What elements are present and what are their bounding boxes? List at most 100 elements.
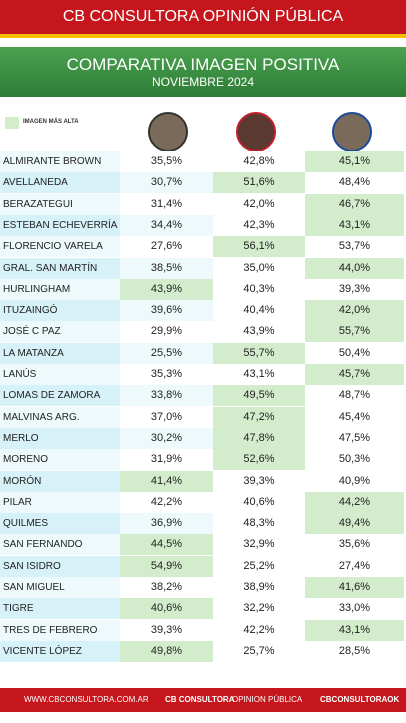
row-value: 40,4% <box>213 300 305 322</box>
row-name: AVELLANEDA <box>0 172 120 194</box>
row-value: 47,2% <box>213 406 305 428</box>
row-value: 42,8% <box>213 151 305 172</box>
row-value: 50,3% <box>305 449 404 471</box>
row-value: 32,2% <box>213 598 305 620</box>
row-value: 49,8% <box>120 640 213 662</box>
row-value: 39,3% <box>305 278 404 300</box>
row-value: 48,7% <box>305 385 404 407</box>
row-value: 44,5% <box>120 534 213 556</box>
row-name: ESTEBAN ECHEVERRÍA <box>0 214 120 236</box>
footer-brand: CB CONSULTORA <box>165 695 235 704</box>
row-name: LANÚS <box>0 364 120 385</box>
row-value: 42,0% <box>213 193 305 215</box>
row-name: ITUZAINGÓ <box>0 300 120 322</box>
row-value: 33,0% <box>305 598 404 620</box>
row-value: 30,7% <box>120 172 213 194</box>
row-value: 36,9% <box>120 513 213 535</box>
row-name: SAN ISIDRO <box>0 555 120 577</box>
header-title: CB CONSULTORA OPINIÓN PÚBLICA <box>62 8 344 25</box>
banner: COMPARATIVA IMAGEN POSITIVA NOVIEMBRE 20… <box>0 47 406 97</box>
row-value: 49,4% <box>305 513 404 535</box>
row-value: 34,4% <box>120 214 213 236</box>
row-name: FLORENCIO VARELA <box>0 236 120 258</box>
row-value: 40,3% <box>213 278 305 300</box>
row-value: 43,9% <box>120 278 213 300</box>
row-value: 38,9% <box>213 577 305 598</box>
row-value: 29,9% <box>120 321 213 343</box>
row-value: 48,3% <box>213 513 305 535</box>
row-value: 43,1% <box>213 364 305 385</box>
row-value: 35,6% <box>305 534 404 556</box>
row-value: 25,5% <box>120 342 213 364</box>
row-value: 43,1% <box>305 214 404 236</box>
row-value: 25,7% <box>213 640 305 662</box>
row-name: MALVINAS ARG. <box>0 406 120 428</box>
row-value: 37,0% <box>120 406 213 428</box>
row-value: 52,6% <box>213 449 305 471</box>
row-value: 41,6% <box>305 577 404 598</box>
legend-swatch <box>5 117 19 129</box>
row-name: MORENO <box>0 449 120 471</box>
row-value: 30,2% <box>120 427 213 449</box>
row-name: MERLO <box>0 427 120 449</box>
row-name: PILAR <box>0 491 120 513</box>
row-value: 35,5% <box>120 151 213 172</box>
row-value: 40,6% <box>213 491 305 513</box>
row-name: ALMIRANTE BROWN <box>0 151 120 172</box>
footer: WWW.CBCONSULTORA.COM.AR CB CONSULTORA OP… <box>0 688 406 712</box>
row-value: 42,2% <box>120 491 213 513</box>
legend-label: IMAGEN MÁS ALTA <box>23 119 79 125</box>
row-value: 53,7% <box>305 236 404 258</box>
row-value: 42,0% <box>305 300 404 322</box>
header: CB CONSULTORA OPINIÓN PÚBLICA <box>0 0 406 38</box>
row-name: VICENTE LÓPEZ <box>0 640 120 662</box>
row-value: 47,5% <box>305 427 404 449</box>
row-value: 50,4% <box>305 342 404 364</box>
row-value: 44,2% <box>305 491 404 513</box>
row-value: 35,3% <box>120 364 213 385</box>
footer-brand-sub: OPINION PÚBLICA <box>232 695 303 704</box>
row-value: 51,6% <box>213 172 305 194</box>
row-value: 38,2% <box>120 577 213 598</box>
row-value: 45,7% <box>305 364 404 385</box>
row-value: 39,3% <box>120 619 213 641</box>
candidate-photo <box>148 112 188 152</box>
row-name: TIGRE <box>0 598 120 620</box>
row-value: 35,0% <box>213 257 305 279</box>
row-value: 45,4% <box>305 406 404 428</box>
row-value: 31,9% <box>120 449 213 471</box>
row-value: 42,2% <box>213 619 305 641</box>
row-name: GRAL. SAN MARTÍN <box>0 257 120 279</box>
row-value: 47,8% <box>213 427 305 449</box>
row-value: 43,1% <box>305 619 404 641</box>
row-value: 27,6% <box>120 236 213 258</box>
row-value: 42,3% <box>213 214 305 236</box>
footer-website: WWW.CBCONSULTORA.COM.AR <box>24 695 149 704</box>
row-value: 44,0% <box>305 257 404 279</box>
row-name: SAN FERNANDO <box>0 534 120 556</box>
row-value: 39,6% <box>120 300 213 322</box>
row-value: 38,5% <box>120 257 213 279</box>
banner-subtitle: NOVIEMBRE 2024 <box>151 75 255 89</box>
candidate-photo <box>332 112 372 152</box>
row-value: 45,1% <box>305 151 404 172</box>
row-name: LOMAS DE ZAMORA <box>0 385 120 407</box>
row-value: 40,9% <box>305 470 404 492</box>
candidate-photo <box>236 112 276 152</box>
row-value: 39,3% <box>213 470 305 492</box>
row-value: 49,5% <box>213 385 305 407</box>
row-value: 54,9% <box>120 555 213 577</box>
row-value: 41,4% <box>120 470 213 492</box>
row-value: 31,4% <box>120 193 213 215</box>
row-name: LA MATANZA <box>0 342 120 364</box>
row-value: 55,7% <box>213 342 305 364</box>
banner-title: COMPARATIVA IMAGEN POSITIVA <box>66 55 340 74</box>
row-value: 28,5% <box>305 640 404 662</box>
footer-handle: CBCONSULTORAOK <box>320 695 400 704</box>
row-value: 46,7% <box>305 193 404 215</box>
row-value: 43,9% <box>213 321 305 343</box>
row-name: TRES DE FEBRERO <box>0 619 120 641</box>
row-name: MORÓN <box>0 470 120 492</box>
row-value: 25,2% <box>213 555 305 577</box>
